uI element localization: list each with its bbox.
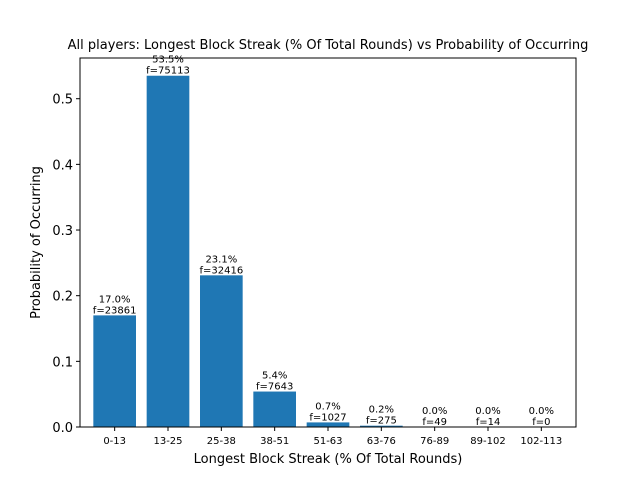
bar-percent-label: 0.0% [529,406,554,417]
x-tick-label: 89-102 [470,436,505,447]
bar-frequency-label: f=1027 [309,412,346,423]
bar-percent-label: 5.4% [262,371,287,382]
y-tick-label: 0.1 [52,355,73,370]
bar-frequency-label: f=75113 [146,66,190,77]
x-tick-label: 38-51 [260,436,289,447]
bar-51-63 [306,422,350,427]
bar-percent-label: 23.1% [205,254,237,265]
plot-frame [79,57,577,428]
x-tick-label: 0-13 [103,436,126,447]
bar-25-38 [200,275,243,427]
bar-percent-label: 0.2% [369,405,394,416]
x-tick-label: 25-38 [207,436,236,447]
x-tick-label: 13-25 [153,436,182,447]
x-tick-label: 102-113 [520,436,562,447]
y-tick-label: 0.4 [52,158,73,173]
bar-frequency-label: f=14 [476,417,501,428]
bar-63-76 [360,425,403,427]
bar-0-13 [93,315,136,427]
bar-percent-label: 53.5% [152,55,184,66]
y-tick-label: 0.2 [52,290,73,305]
bar-frequency-label: f=32416 [199,265,243,276]
bars-group: 17.0%f=23861 53.5%f=75113 23.1%f=32416 5.4%… [93,55,554,428]
x-tick-label: 51-63 [313,436,342,447]
y-tick-label: 0.5 [52,93,73,108]
y-tick-label: 0.0 [52,421,73,436]
bar-frequency-label: f=23861 [93,305,137,316]
x-tick-label: 76-89 [420,436,449,447]
bar-percent-label: 0.0% [475,406,500,417]
bar-frequency-label: f=0 [532,417,550,428]
x-axis-label: Longest Block Streak (% Of Total Rounds) [194,452,463,467]
y-axis-label: Probability of Occurring [29,166,44,319]
bar-frequency-label: f=49 [422,417,447,428]
bar-frequency-label: f=275 [366,416,397,427]
ticks-group: 0-13 13-25 25-38 38-51 51-63 63-76 76-89 89-102… [52,93,562,447]
x-tick-label: 63-76 [367,436,396,447]
bar-frequency-label: f=7643 [256,382,293,393]
bar-percent-label: 0.7% [315,401,340,412]
bar-percent-label: 17.0% [99,294,131,305]
bar-38-51 [253,391,296,427]
y-tick-label: 0.3 [52,224,73,239]
bar-percent-label: 0.0% [422,406,447,417]
chart-title: All players: Longest Block Streak (% Of … [68,38,589,53]
bar-13-25 [146,75,190,428]
